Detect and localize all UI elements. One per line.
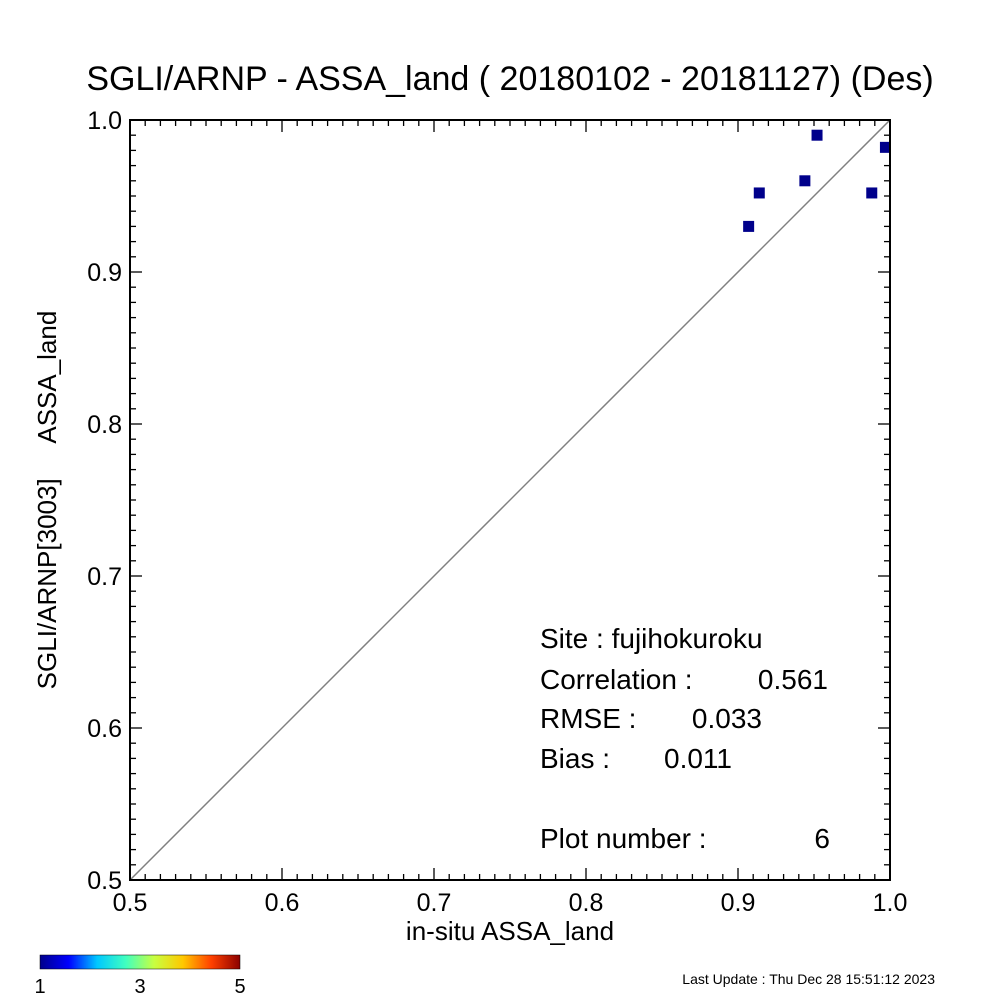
correlation-value: 0.561 [758, 664, 828, 695]
y-tick-label: 0.5 [87, 867, 122, 895]
y-tick-label: 0.6 [87, 715, 122, 743]
y-tick-labels: 0.5 0.6 0.7 0.8 0.9 1.0 [87, 107, 122, 895]
y-tick-label: 0.7 [87, 563, 122, 591]
colorbar: 1 3 5 [34, 954, 246, 998]
colorbar-tick-label: 5 [234, 976, 245, 998]
y-tick-label: 0.8 [87, 411, 122, 439]
chart-title: SGLI/ARNP - ASSA_land ( 20180102 - 20181… [86, 60, 933, 98]
last-update: Last Update : Thu Dec 28 15:51:12 2023 [682, 971, 935, 987]
y-tick-label: 1.0 [87, 107, 122, 135]
data-point [811, 129, 823, 141]
data-points [743, 129, 891, 232]
plot-number-value: 6 [814, 823, 830, 854]
data-point [866, 187, 878, 199]
stats-box: Site : fujihokuroku Correlation : 0.561 … [540, 623, 830, 854]
x-tick-label: 0.6 [265, 889, 300, 917]
bias-label: Bias : [540, 743, 610, 774]
plot-number-label: Plot number : [540, 823, 707, 854]
correlation-label: Correlation : [540, 664, 693, 695]
data-point [753, 187, 765, 199]
colorbar-gradient [39, 954, 241, 970]
x-tick-label: 1.0 [873, 889, 908, 917]
site-label: Site : fujihokuroku [540, 623, 763, 654]
data-point [743, 220, 755, 232]
colorbar-tick-label: 1 [34, 976, 45, 998]
bias-value: 0.011 [664, 743, 732, 774]
x-tick-label: 0.7 [417, 889, 452, 917]
x-tick-labels: 0.5 0.6 0.7 0.8 0.9 1.0 [113, 889, 908, 917]
data-point [799, 175, 811, 187]
data-point [879, 141, 891, 153]
x-axis-label: in-situ ASSA_land [406, 916, 614, 946]
plot-frame [129, 119, 891, 881]
x-tick-label: 0.9 [721, 889, 756, 917]
y-tick-label: 0.9 [87, 259, 122, 287]
x-tick-label: 0.8 [569, 889, 604, 917]
colorbar-tick-labels: 1 3 5 [34, 976, 245, 998]
x-tick-label: 0.5 [113, 889, 148, 917]
colorbar-tick-label: 3 [134, 976, 145, 998]
y-axis-label: SGLI/ARNP[3003] ASSA_land [32, 311, 62, 690]
rmse-label: RMSE : [540, 703, 636, 734]
one-to-one-line [130, 120, 890, 880]
rmse-value: 0.033 [692, 703, 762, 734]
